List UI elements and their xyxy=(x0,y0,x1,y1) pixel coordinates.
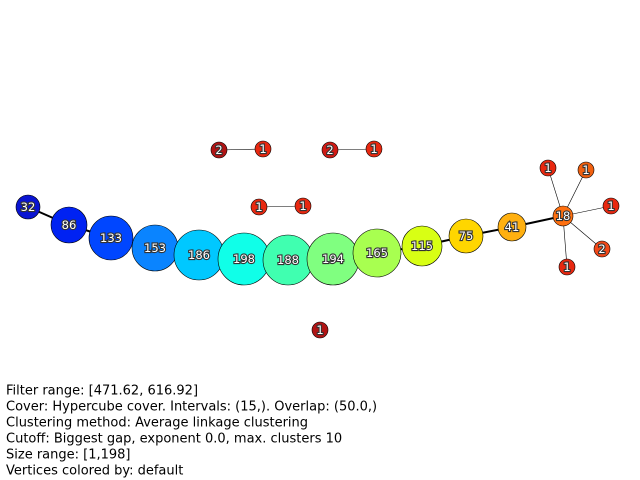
node xyxy=(448,218,484,254)
node-label: 86 xyxy=(62,218,77,232)
node-label: 1 xyxy=(259,142,266,156)
info-line: Size range: [1,198] xyxy=(6,448,131,463)
node xyxy=(602,197,620,215)
node-label: 18 xyxy=(556,209,571,223)
node xyxy=(365,140,383,158)
node-label: 1 xyxy=(607,199,614,213)
node-label: 188 xyxy=(277,253,299,267)
node-label: 1 xyxy=(582,163,589,177)
node xyxy=(593,240,611,258)
node xyxy=(539,159,557,177)
node-label: 1 xyxy=(299,199,306,213)
node xyxy=(577,161,595,179)
node xyxy=(210,141,228,159)
node-label: 153 xyxy=(144,241,166,255)
node xyxy=(552,205,574,227)
node-label: 1 xyxy=(255,200,262,214)
node-label: 1 xyxy=(563,260,570,274)
node xyxy=(401,225,443,267)
info-text: Filter range: [471.62, 616.92]Cover: Hyp… xyxy=(6,384,377,479)
info-line: Vertices colored by: default xyxy=(6,464,183,479)
node-label: 115 xyxy=(411,239,433,253)
info-line: Cutoff: Biggest gap, exponent 0.0, max. … xyxy=(6,432,342,447)
node xyxy=(15,194,41,220)
node-label: 198 xyxy=(233,252,255,266)
node-label: 2 xyxy=(215,143,222,157)
node-label: 186 xyxy=(188,248,210,262)
node-label: 41 xyxy=(505,220,520,234)
node xyxy=(321,141,339,159)
info-line: Filter range: [471.62, 616.92] xyxy=(6,384,198,399)
node xyxy=(250,198,268,216)
node-label: 1 xyxy=(316,323,323,337)
node-label: 2 xyxy=(598,242,605,256)
node xyxy=(254,140,272,158)
nodes: 32 86 133 153 186 198 188 194 165 115 75 41 18 1 1 1 2 1 2… xyxy=(15,140,620,339)
node xyxy=(294,197,312,215)
node xyxy=(352,228,402,278)
node-label: 133 xyxy=(100,231,122,245)
node-label: 194 xyxy=(322,252,344,266)
node xyxy=(497,212,527,242)
node-label: 32 xyxy=(21,200,36,214)
node xyxy=(311,321,329,339)
info-line: Clustering method: Average linkage clust… xyxy=(6,416,308,431)
node-label: 2 xyxy=(326,143,333,157)
node xyxy=(50,206,88,244)
node-label: 1 xyxy=(370,142,377,156)
node-label: 165 xyxy=(366,246,388,260)
node xyxy=(558,258,576,276)
node-label: 1 xyxy=(544,161,551,175)
node-label: 75 xyxy=(459,229,474,243)
node xyxy=(88,215,134,261)
info-line: Cover: Hypercube cover. Intervals: (15,)… xyxy=(6,400,377,415)
